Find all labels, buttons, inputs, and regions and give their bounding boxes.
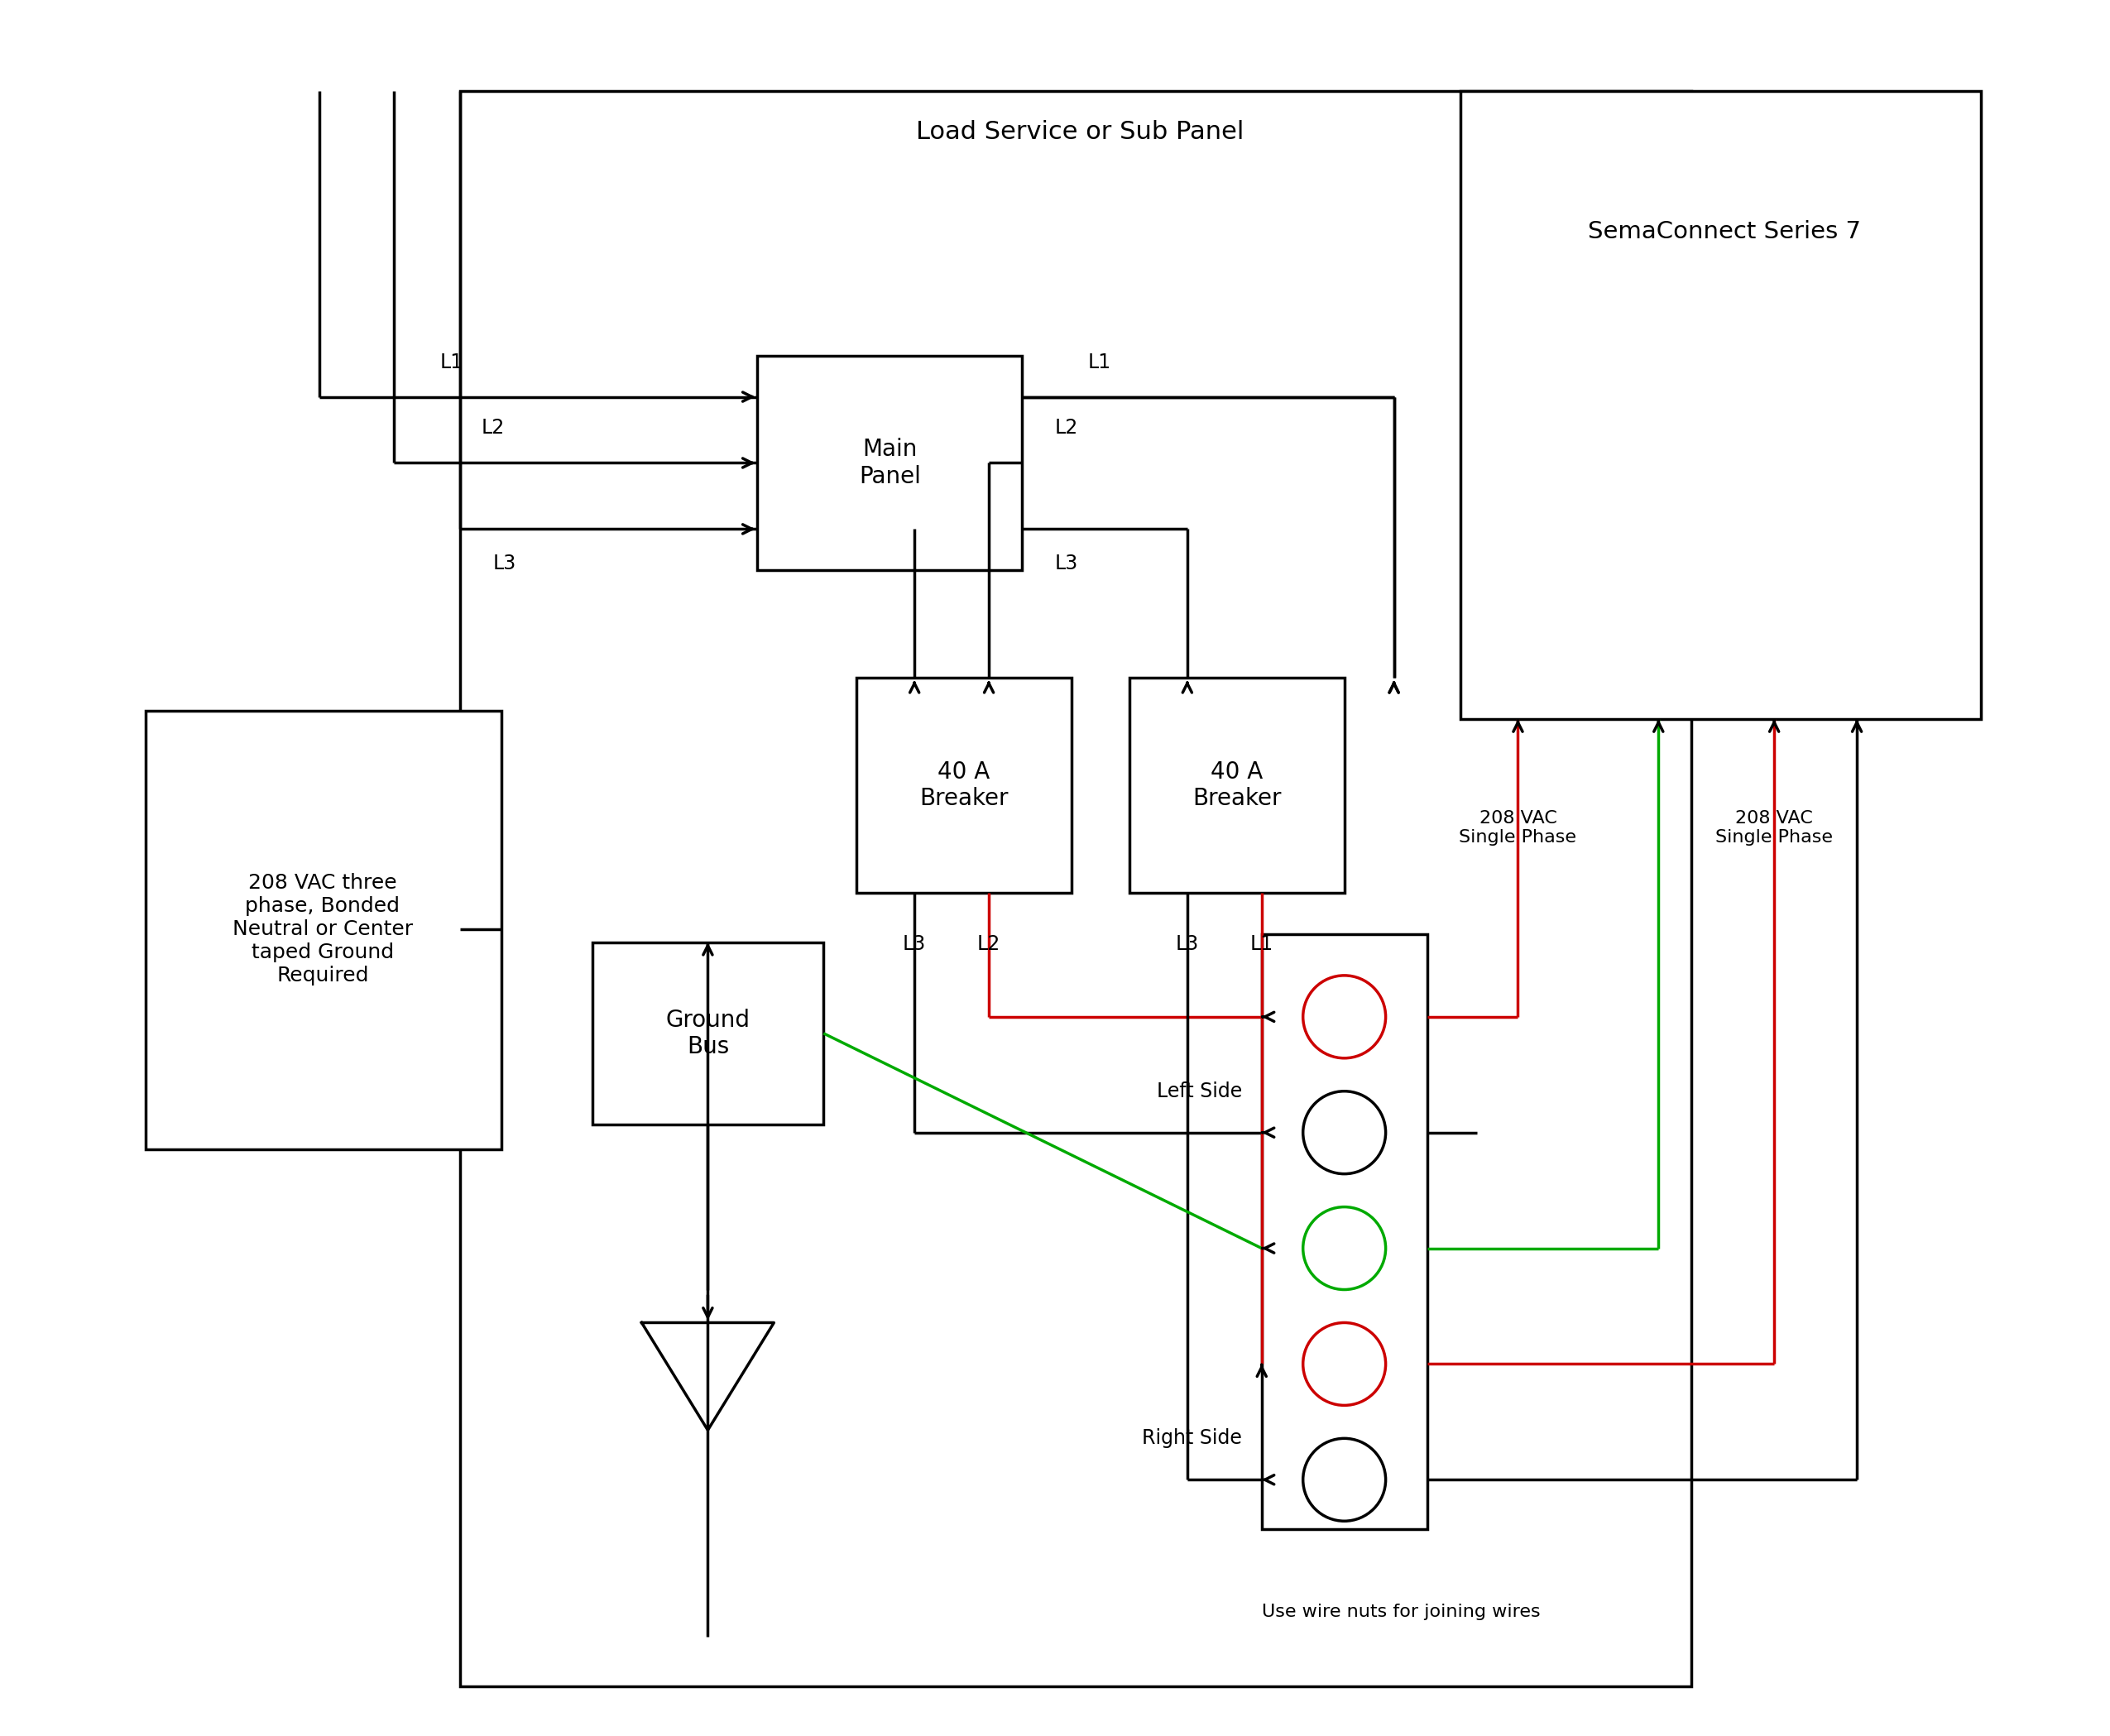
Text: L1: L1 xyxy=(439,352,464,372)
Bar xyxy=(1460,90,1981,719)
Text: L1: L1 xyxy=(1089,352,1112,372)
Text: 208 VAC
Single Phase: 208 VAC Single Phase xyxy=(1460,811,1576,845)
Bar xyxy=(1262,934,1426,1529)
Bar xyxy=(1129,677,1344,892)
Circle shape xyxy=(1304,1323,1386,1406)
Text: L3: L3 xyxy=(903,934,926,955)
Text: Right Side: Right Side xyxy=(1142,1429,1243,1448)
Text: 208 VAC three
phase, Bonded
Neutral or Center
taped Ground
Required: 208 VAC three phase, Bonded Neutral or C… xyxy=(232,873,414,984)
Text: L2: L2 xyxy=(1055,418,1078,437)
Bar xyxy=(857,677,1072,892)
Text: Left Side: Left Side xyxy=(1156,1082,1243,1101)
Text: L3: L3 xyxy=(1055,554,1078,573)
Bar xyxy=(460,90,1692,1686)
Text: L3: L3 xyxy=(1175,934,1198,955)
Bar xyxy=(146,712,502,1149)
Text: L2: L2 xyxy=(481,418,504,437)
Text: Ground
Bus: Ground Bus xyxy=(665,1009,749,1059)
Circle shape xyxy=(1304,1207,1386,1290)
Circle shape xyxy=(1304,976,1386,1059)
Text: L2: L2 xyxy=(977,934,1000,955)
Text: Load Service or Sub Panel: Load Service or Sub Panel xyxy=(916,120,1243,144)
Text: Use wire nuts for joining wires: Use wire nuts for joining wires xyxy=(1262,1604,1540,1620)
Text: L1: L1 xyxy=(1249,934,1272,955)
Text: Main
Panel: Main Panel xyxy=(859,437,920,488)
Text: 40 A
Breaker: 40 A Breaker xyxy=(1192,760,1281,811)
Bar xyxy=(757,356,1021,571)
Circle shape xyxy=(1304,1092,1386,1174)
Text: SemaConnect Series 7: SemaConnect Series 7 xyxy=(1589,220,1861,243)
Text: 40 A
Breaker: 40 A Breaker xyxy=(920,760,1009,811)
Bar xyxy=(593,943,823,1125)
Text: L3: L3 xyxy=(494,554,517,573)
Circle shape xyxy=(1304,1439,1386,1521)
Text: 208 VAC
Single Phase: 208 VAC Single Phase xyxy=(1715,811,1834,845)
